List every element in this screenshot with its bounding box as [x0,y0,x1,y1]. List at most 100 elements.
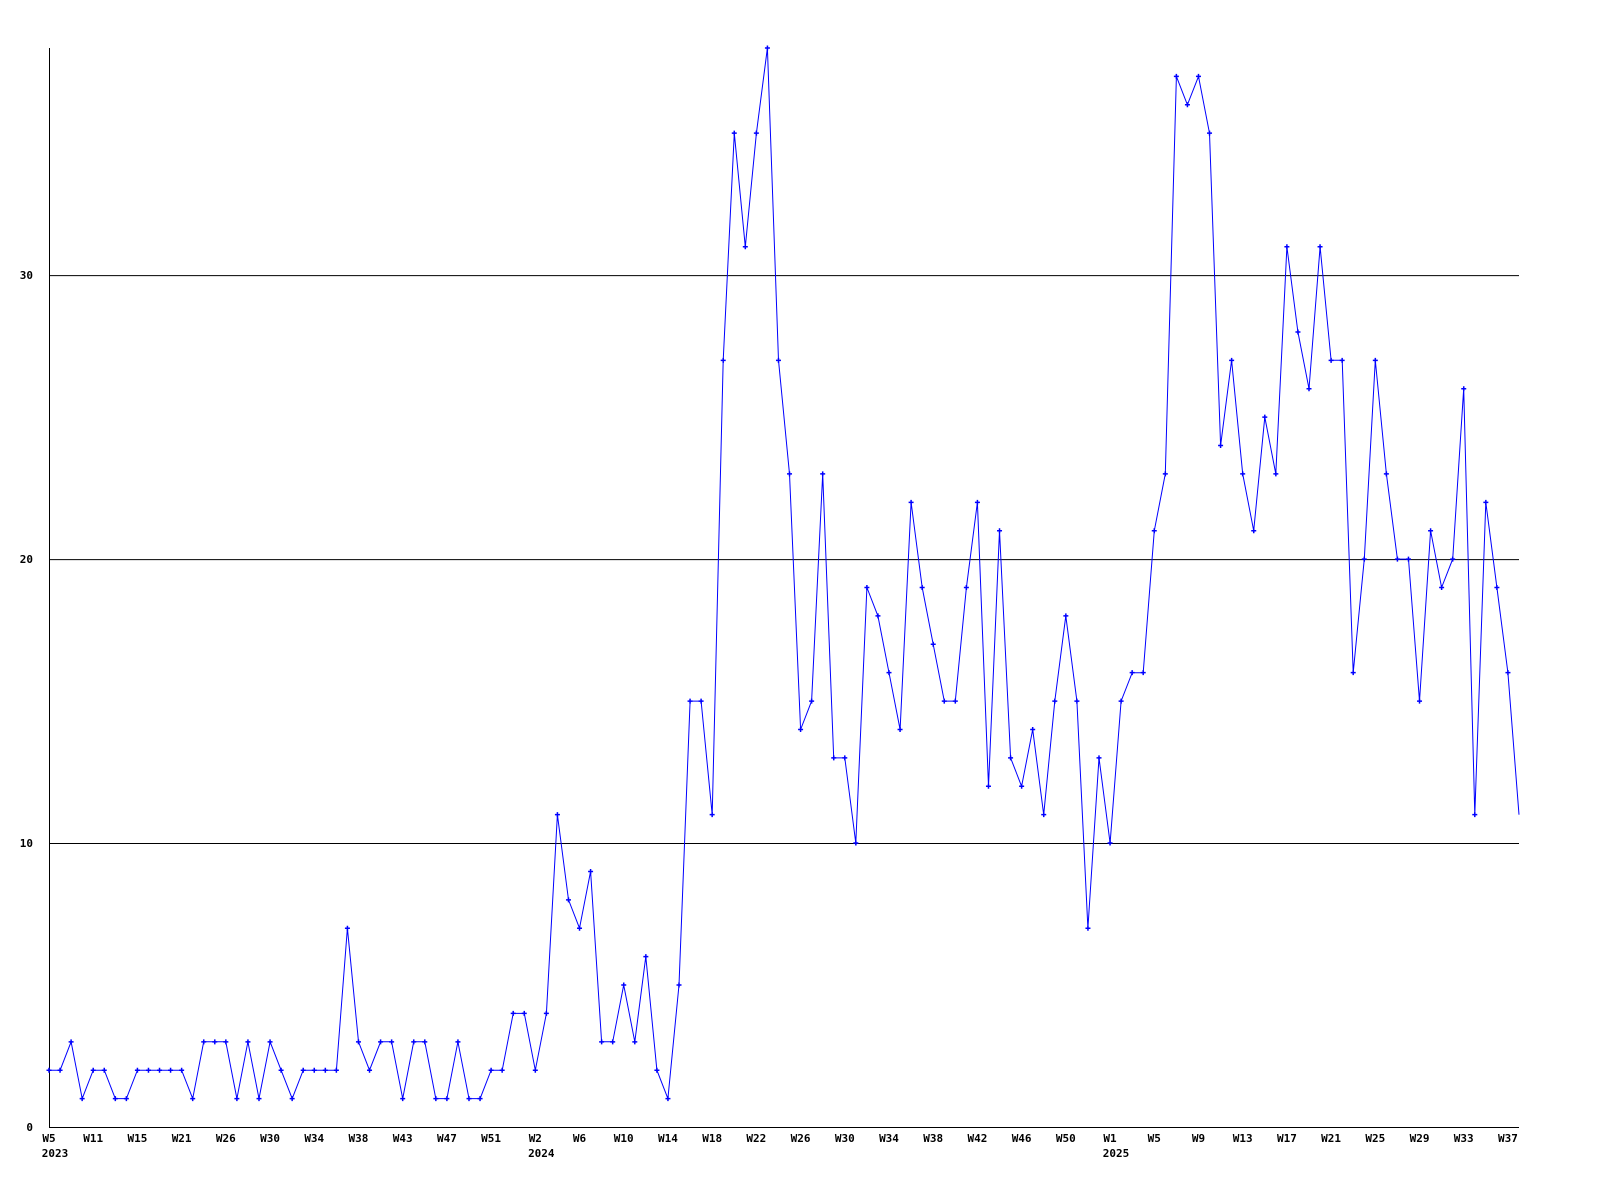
data-point [764,45,770,51]
data-point [1361,556,1367,562]
x-tick-label: W5 [1148,1132,1161,1145]
series [46,45,1520,1102]
data-point [820,471,826,477]
data-point [1162,471,1168,477]
data-point [46,1067,52,1073]
x-tick-label: W43 [393,1132,413,1145]
x-tick-label: W34 [879,1132,899,1145]
data-point [1450,556,1456,562]
x-tick-label: W14 [658,1132,678,1145]
data-point [886,670,892,676]
x-tick-label: W11 [83,1132,103,1145]
data-point [1107,840,1113,846]
data-point [400,1096,406,1102]
data-point [665,1096,671,1102]
data-point [1019,783,1025,789]
data-point [212,1039,218,1045]
data-point [565,897,571,903]
data-point [1494,585,1500,590]
data-point [1085,925,1091,931]
data-point [499,1067,505,1073]
data-point [897,726,903,732]
data-point [963,585,969,590]
x-tick-label: W51 [481,1132,501,1145]
data-point [355,1039,361,1045]
x-tick-label: W26 [216,1132,236,1145]
data-point [488,1067,494,1073]
data-point [1284,244,1290,250]
data-point [134,1067,140,1073]
x-tick-label: W5 [42,1132,55,1145]
data-point [179,1067,185,1073]
data-point [1173,73,1179,79]
data-point [621,982,627,988]
data-point [234,1096,240,1102]
data-point [1472,812,1478,818]
data-point [112,1096,118,1102]
data-point [1461,386,1467,392]
axes [49,48,1519,1128]
data-point [654,1067,660,1073]
data-point [753,130,759,136]
data-point [289,1096,295,1102]
data-point [1295,329,1301,335]
data-point [831,755,837,761]
data-point [201,1039,207,1045]
x-tick-label: W26 [791,1132,811,1145]
series-line [49,47,1520,1101]
data-point [333,1067,339,1073]
data-point [1339,357,1345,363]
data-point [1240,471,1246,477]
data-point [997,528,1003,534]
data-point [1129,670,1135,676]
x-tick-label: W21 [1321,1132,1341,1145]
data-point [367,1067,373,1073]
data-point [1118,698,1124,704]
data-point [1505,670,1511,676]
x-year-label: 2023 [42,1147,69,1160]
data-point [632,1039,638,1045]
data-point [532,1067,538,1073]
x-tick-label: W21 [172,1132,192,1145]
data-point [554,812,560,818]
data-point [985,783,991,789]
x-year-label: 2025 [1103,1147,1130,1160]
y-tick-label: 0 [26,1121,33,1134]
y-tick-label: 20 [20,553,33,566]
data-point [798,726,804,732]
data-point [588,868,594,874]
data-point [1262,414,1268,420]
data-point [245,1039,251,1045]
data-point [68,1039,74,1045]
data-point [1041,812,1047,818]
data-point [908,499,914,505]
data-point [1151,528,1157,534]
data-point [1063,613,1069,619]
x-tick-label: W50 [1056,1132,1076,1145]
data-point [1328,357,1334,363]
data-point [864,585,870,590]
data-point [466,1096,472,1102]
data-point [787,471,793,477]
data-point [256,1096,262,1102]
data-point [267,1039,273,1045]
data-point [300,1067,306,1073]
data-point [1483,499,1489,505]
x-tick-label: W38 [349,1132,369,1145]
data-point [1251,528,1257,534]
data-point [510,1010,516,1016]
data-point [698,698,704,704]
data-point [1394,556,1400,562]
x-tick-label: W30 [260,1132,280,1145]
data-point [974,499,980,505]
data-point [455,1039,461,1045]
data-point [1052,698,1058,704]
data-point [709,812,715,818]
data-point [1030,726,1036,732]
x-tick-label: W25 [1365,1132,1385,1145]
x-tick-label: W38 [923,1132,943,1145]
data-point [610,1039,616,1045]
data-point [853,840,859,846]
data-point [842,755,848,761]
